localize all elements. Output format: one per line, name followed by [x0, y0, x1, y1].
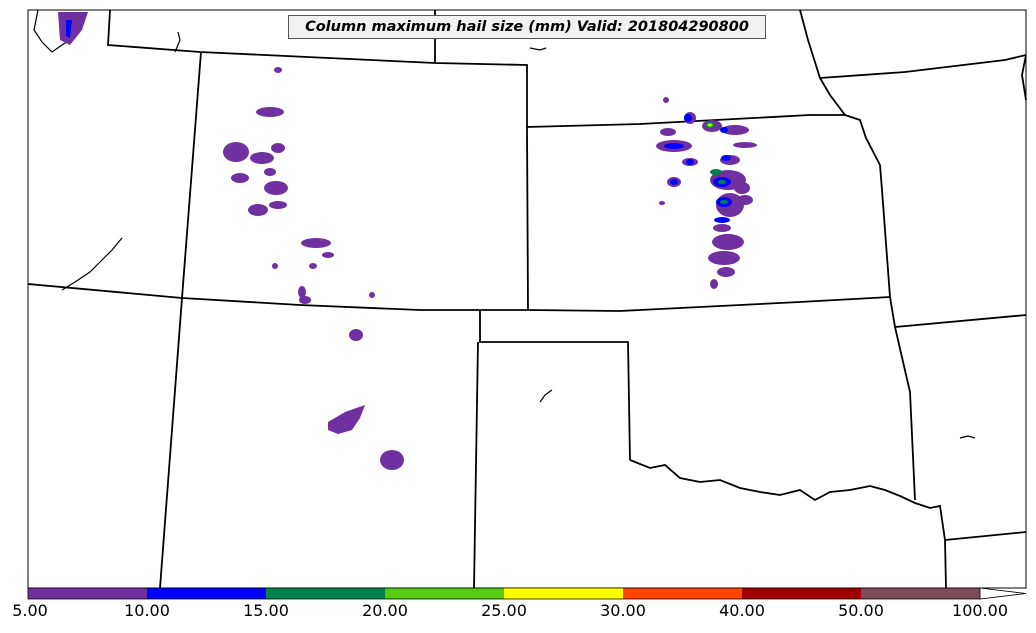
- reservoir-outline-ne: [529, 47, 547, 51]
- colorbar-tick-label: 15.00: [243, 601, 289, 620]
- reservoir-outline-tx: [539, 389, 553, 403]
- border-co-nm-ok: [27, 283, 891, 312]
- colorbar-segment: [28, 588, 147, 599]
- colorbar-frame: [27, 587, 980, 600]
- border-ut-co: [181, 51, 202, 299]
- border-wy-ne: [107, 9, 528, 127]
- border-ok-tx: [629, 459, 947, 589]
- colorbar-tick-label: 100.00: [952, 601, 1008, 620]
- colorbar-segment: [742, 588, 861, 599]
- colorbar-segment: [623, 588, 742, 599]
- hail-swath: [66, 20, 72, 38]
- border-co-ks: [526, 126, 529, 311]
- colorbar-tick-label: 50.00: [838, 601, 884, 620]
- colorbar-segment: [385, 588, 504, 599]
- reservoir-outline-w: [61, 237, 123, 291]
- border-ks-mo: [844, 114, 916, 501]
- lake-outline-nw: [33, 9, 71, 53]
- colorbar-tick-label: 5.00: [12, 601, 48, 620]
- map-title: Column maximum hail size (mm) Valid: 201…: [288, 15, 766, 39]
- colorbar-tick-label: 10.00: [124, 601, 170, 620]
- border-ne-ia: [799, 9, 846, 116]
- border-ar-la: [944, 531, 1027, 541]
- hail-swaths: [58, 12, 757, 470]
- border-ne-ks: [526, 114, 845, 128]
- border-nm-tx: [473, 341, 479, 589]
- colorbar-segment: [861, 588, 980, 599]
- reservoir-outline-wy: [174, 31, 181, 53]
- border-ia: [819, 54, 1027, 79]
- colorbar-tick-label: 20.00: [362, 601, 408, 620]
- hail-cluster-colorado: [223, 67, 404, 470]
- colorbar: [27, 587, 1027, 600]
- colorbar-tick-label: 30.00: [600, 601, 646, 620]
- hail-cluster-kansas: [656, 97, 757, 289]
- colorbar-segment: [504, 588, 623, 599]
- colorbar-segment: [266, 588, 385, 599]
- border-tx-panhandle: [479, 310, 631, 461]
- border-az-nm: [159, 297, 183, 589]
- border-mo-ar: [894, 314, 1027, 328]
- border-mississippi: [1021, 54, 1027, 101]
- lake-outline-ar: [959, 435, 976, 439]
- state-boundaries: [27, 9, 1027, 589]
- lakes: [33, 9, 976, 439]
- hail-swath: [58, 12, 88, 45]
- colorbar-tick-label: 25.00: [481, 601, 527, 620]
- colorbar-tick-label: 40.00: [719, 601, 765, 620]
- colorbar-extend-arrow: [979, 587, 1027, 600]
- colorbar-segment: [147, 588, 266, 599]
